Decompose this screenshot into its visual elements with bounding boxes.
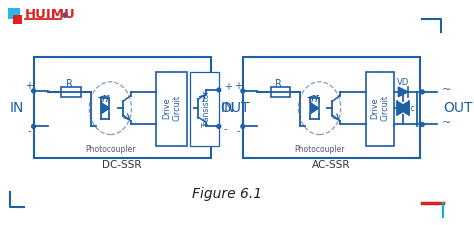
- Bar: [365, 72, 394, 146]
- Circle shape: [420, 90, 424, 94]
- Text: -: -: [236, 126, 240, 136]
- Text: Drive
Circuit: Drive Circuit: [162, 95, 182, 121]
- Circle shape: [217, 124, 221, 128]
- Text: VD: VD: [397, 78, 409, 87]
- Circle shape: [63, 13, 67, 17]
- Text: R: R: [66, 79, 73, 89]
- Bar: [243, 57, 420, 158]
- Polygon shape: [310, 102, 319, 114]
- Circle shape: [241, 124, 245, 128]
- Text: Drive
Circuit: Drive Circuit: [370, 95, 390, 121]
- Text: Photocoupler: Photocoupler: [85, 145, 136, 154]
- Text: OUT: OUT: [443, 101, 473, 115]
- Text: +: +: [224, 82, 232, 92]
- Text: Photocoupler: Photocoupler: [294, 145, 345, 154]
- Circle shape: [241, 89, 245, 93]
- Bar: [190, 72, 219, 146]
- Bar: [13, 15, 22, 24]
- Bar: [156, 72, 187, 146]
- Text: HUIMU: HUIMU: [25, 8, 76, 21]
- Text: Figure 6.1: Figure 6.1: [192, 187, 263, 201]
- Circle shape: [32, 89, 36, 93]
- Polygon shape: [397, 101, 409, 115]
- Text: IN: IN: [220, 101, 235, 115]
- Text: IN: IN: [10, 101, 25, 115]
- Text: Transistor: Transistor: [202, 89, 211, 127]
- Text: AC-SSR: AC-SSR: [312, 160, 350, 170]
- Text: -: -: [224, 124, 227, 134]
- Circle shape: [420, 123, 424, 126]
- Text: Triac: Triac: [398, 104, 416, 113]
- Polygon shape: [397, 101, 409, 115]
- Bar: [62, 87, 81, 97]
- Circle shape: [32, 124, 36, 128]
- Text: ~: ~: [441, 118, 451, 128]
- Text: +: +: [25, 81, 33, 91]
- Bar: [34, 57, 211, 158]
- Text: ~: ~: [441, 85, 451, 95]
- Text: OUT: OUT: [220, 101, 250, 115]
- Text: DC-SSR: DC-SSR: [102, 160, 142, 170]
- Circle shape: [217, 88, 221, 92]
- Text: -: -: [27, 126, 30, 136]
- Polygon shape: [101, 102, 109, 114]
- Text: R: R: [275, 79, 282, 89]
- Bar: [271, 87, 290, 97]
- Polygon shape: [398, 87, 408, 97]
- Bar: [8, 8, 20, 19]
- Text: +: +: [234, 81, 242, 91]
